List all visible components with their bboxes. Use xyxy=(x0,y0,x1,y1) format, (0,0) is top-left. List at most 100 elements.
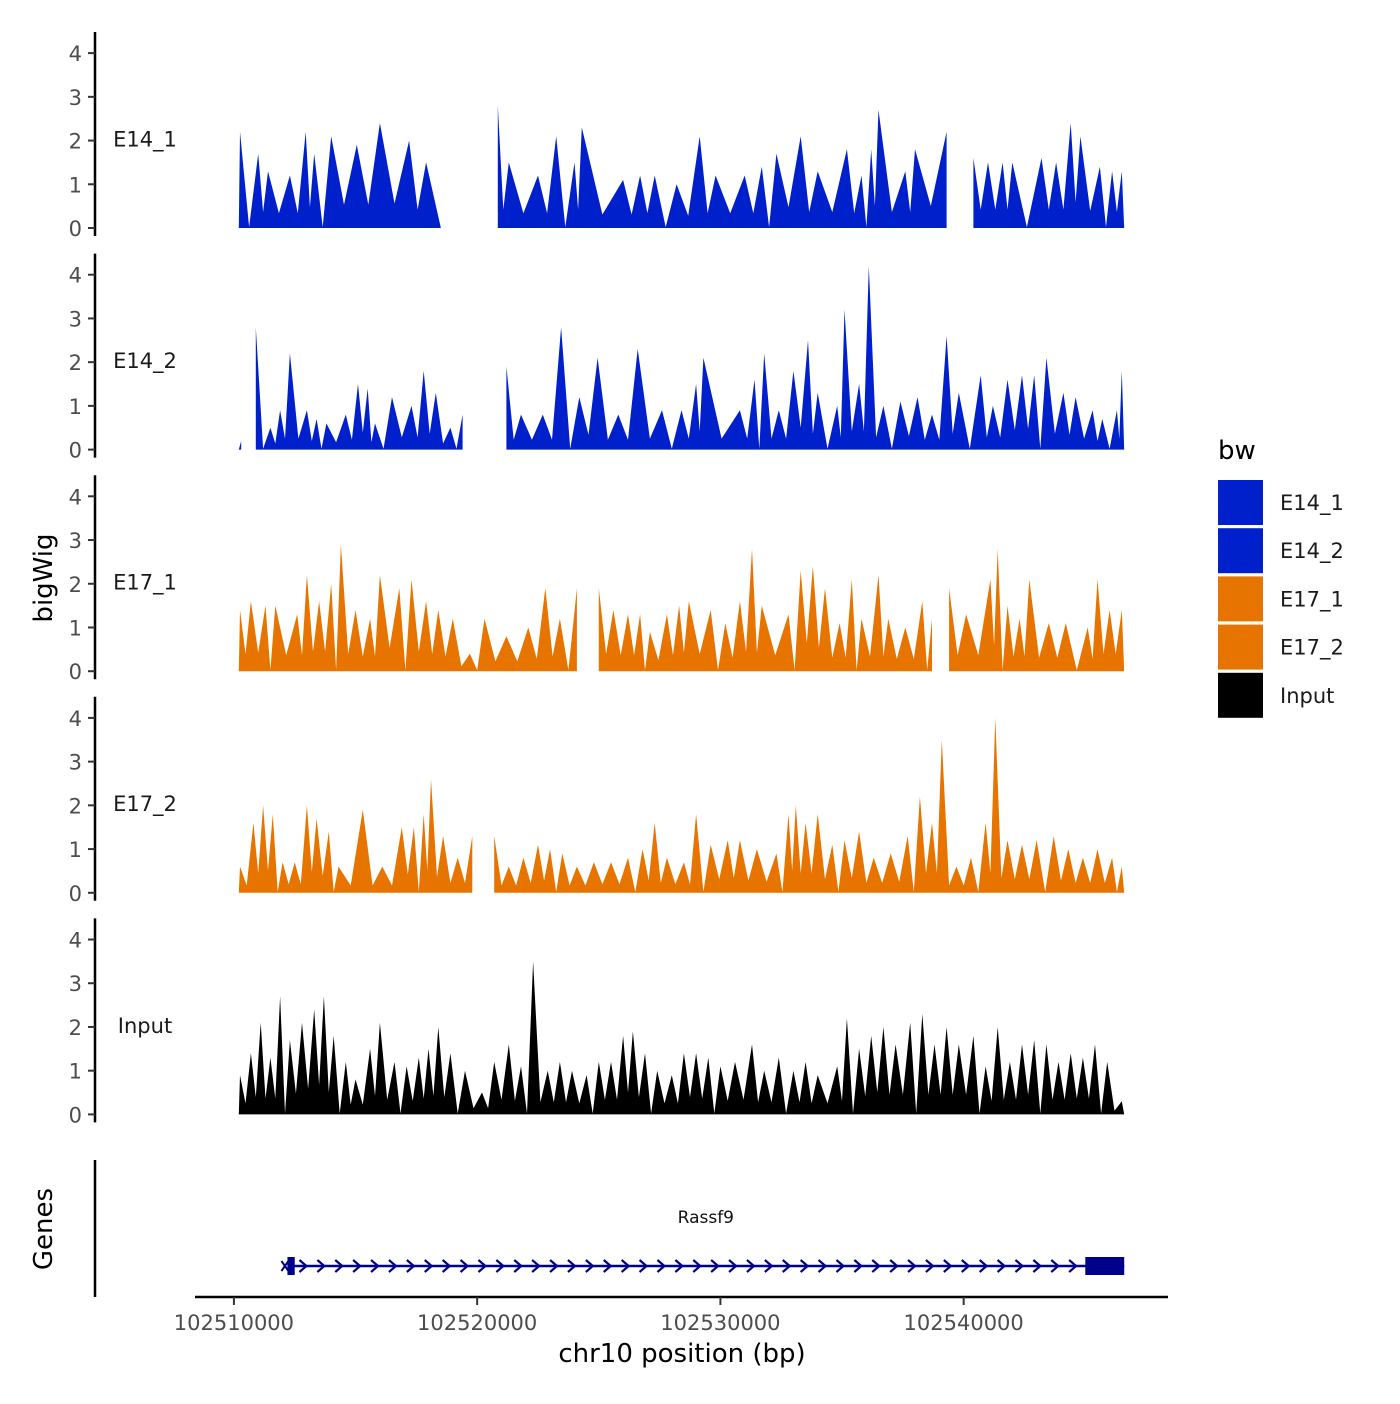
track-input: 0 1 2 3 4 Input xyxy=(69,918,1125,1127)
signal-area xyxy=(973,123,1125,228)
strand-arrow xyxy=(316,1259,327,1273)
signal-area xyxy=(598,548,932,672)
gene-track-title: Genes xyxy=(29,1188,59,1270)
y-tick-label: 4 xyxy=(69,42,82,66)
strand-arrow xyxy=(549,1259,559,1273)
track-e14-1: 0 1 2 3 4 E14_1 xyxy=(69,32,1125,241)
strand-arrow xyxy=(638,1259,649,1273)
y-tick-label: 3 xyxy=(69,972,82,996)
track-e17-2: 0 1 2 3 4 E17_2 xyxy=(69,696,1125,906)
x-tick-label: 102510000 xyxy=(174,1311,294,1335)
legend-swatch xyxy=(1218,480,1263,525)
strand-arrow xyxy=(513,1259,523,1273)
strand-arrow xyxy=(370,1259,380,1273)
strand-arrow xyxy=(1032,1259,1043,1273)
exon-block xyxy=(1085,1257,1125,1275)
strand-arrow xyxy=(495,1259,506,1273)
signal-area xyxy=(949,548,1125,672)
strand-arrow xyxy=(943,1259,953,1273)
strand-arrow xyxy=(531,1259,541,1273)
y-tick-label: 4 xyxy=(69,485,82,509)
strand-arrow xyxy=(298,1259,309,1273)
strand-arrow xyxy=(656,1259,667,1273)
strand-arrow xyxy=(1014,1259,1025,1273)
strand-arrow xyxy=(871,1259,881,1273)
strand-arrow xyxy=(907,1259,917,1273)
strand-arrow xyxy=(674,1259,685,1273)
strand-arrow xyxy=(996,1259,1007,1273)
y-tick-label: 2 xyxy=(69,573,82,597)
track-e17-1: 0 1 2 3 4 E17_1 xyxy=(69,475,1125,684)
y-tick-label: 3 xyxy=(69,529,82,553)
gene-start-mark xyxy=(280,1260,290,1272)
y-tick-label: 4 xyxy=(69,707,82,731)
legend-swatch xyxy=(1218,576,1263,622)
signal-area xyxy=(506,266,1125,450)
track-label: E17_2 xyxy=(113,792,177,817)
signal-area xyxy=(238,779,473,893)
y-tick-label: 4 xyxy=(69,929,82,953)
track-label: Input xyxy=(118,1014,172,1038)
strand-arrow xyxy=(1050,1259,1060,1273)
strand-arrow xyxy=(925,1259,935,1273)
strand-arrow xyxy=(388,1259,398,1273)
y-tick-label: 0 xyxy=(69,217,82,241)
strand-arrow xyxy=(567,1259,577,1273)
strand-arrow xyxy=(782,1259,792,1273)
strand-arrow xyxy=(334,1259,344,1273)
x-tick-label: 102540000 xyxy=(904,1311,1024,1335)
x-tick-label: 102520000 xyxy=(417,1311,537,1335)
strand-arrow xyxy=(728,1259,738,1273)
signal-area xyxy=(497,105,947,228)
y-tick-label: 2 xyxy=(69,1016,82,1040)
strand-arrow xyxy=(692,1259,702,1273)
track-e14-2: 0 1 2 3 4 E14_2 xyxy=(69,253,1125,463)
legend: bw E14_1 E14_2 E17_1 E17_2 Input xyxy=(1218,436,1344,718)
track-label: E17_1 xyxy=(113,571,177,596)
strand-arrow xyxy=(585,1259,595,1273)
x-axis: 102510000 102520000 102530000 102540000 xyxy=(174,1295,1168,1335)
y-axis-title: bigWig xyxy=(29,533,59,622)
strand-arrow xyxy=(406,1259,416,1273)
gene-track: Genes Rassf9 xyxy=(29,1160,1125,1297)
y-tick-label: 1 xyxy=(69,838,82,862)
signal-area xyxy=(255,327,463,450)
y-tick-label: 3 xyxy=(69,307,82,331)
y-tick-label: 3 xyxy=(69,751,82,775)
y-tick-label: 3 xyxy=(69,86,82,110)
strand-arrow xyxy=(817,1259,828,1273)
strand-arrow xyxy=(746,1259,756,1273)
x-tick-label: 102530000 xyxy=(660,1311,780,1335)
legend-title: bw xyxy=(1218,436,1256,466)
strand-arrow xyxy=(1068,1259,1078,1273)
signal-area xyxy=(238,544,577,672)
legend-label: E17_2 xyxy=(1280,636,1344,661)
legend-label: E17_1 xyxy=(1280,587,1344,612)
y-tick-label: 1 xyxy=(69,1060,82,1084)
y-tick-label: 2 xyxy=(69,794,82,818)
y-tick-label: 0 xyxy=(69,439,82,463)
signal-area xyxy=(238,440,242,450)
legend-label: Input xyxy=(1280,684,1334,708)
strand-arrow xyxy=(477,1259,488,1273)
strand-arrow xyxy=(459,1259,470,1273)
legend-swatch xyxy=(1218,672,1263,718)
y-tick-label: 4 xyxy=(69,264,82,288)
strand-arrow xyxy=(620,1259,631,1273)
track-label: E14_2 xyxy=(113,349,177,374)
signal-area xyxy=(238,123,441,228)
strand-arrow xyxy=(978,1259,989,1273)
y-tick-label: 0 xyxy=(69,1103,82,1127)
strand-arrow xyxy=(764,1259,774,1273)
signal-area xyxy=(494,717,1125,893)
y-tick-label: 1 xyxy=(69,173,82,197)
tracks-group: 0 1 2 3 4 E14_1 0 1 2 3 4 E14_2 0 1 2 3 4 E17_1 0 1 2 3 4 E17_2… xyxy=(69,32,1125,1127)
strand-arrow xyxy=(853,1259,864,1273)
track-label: E14_1 xyxy=(113,127,177,152)
strand-arrow xyxy=(441,1259,452,1273)
y-tick-label: 2 xyxy=(69,351,82,375)
y-tick-label: 1 xyxy=(69,616,82,640)
y-tick-label: 0 xyxy=(69,660,82,684)
